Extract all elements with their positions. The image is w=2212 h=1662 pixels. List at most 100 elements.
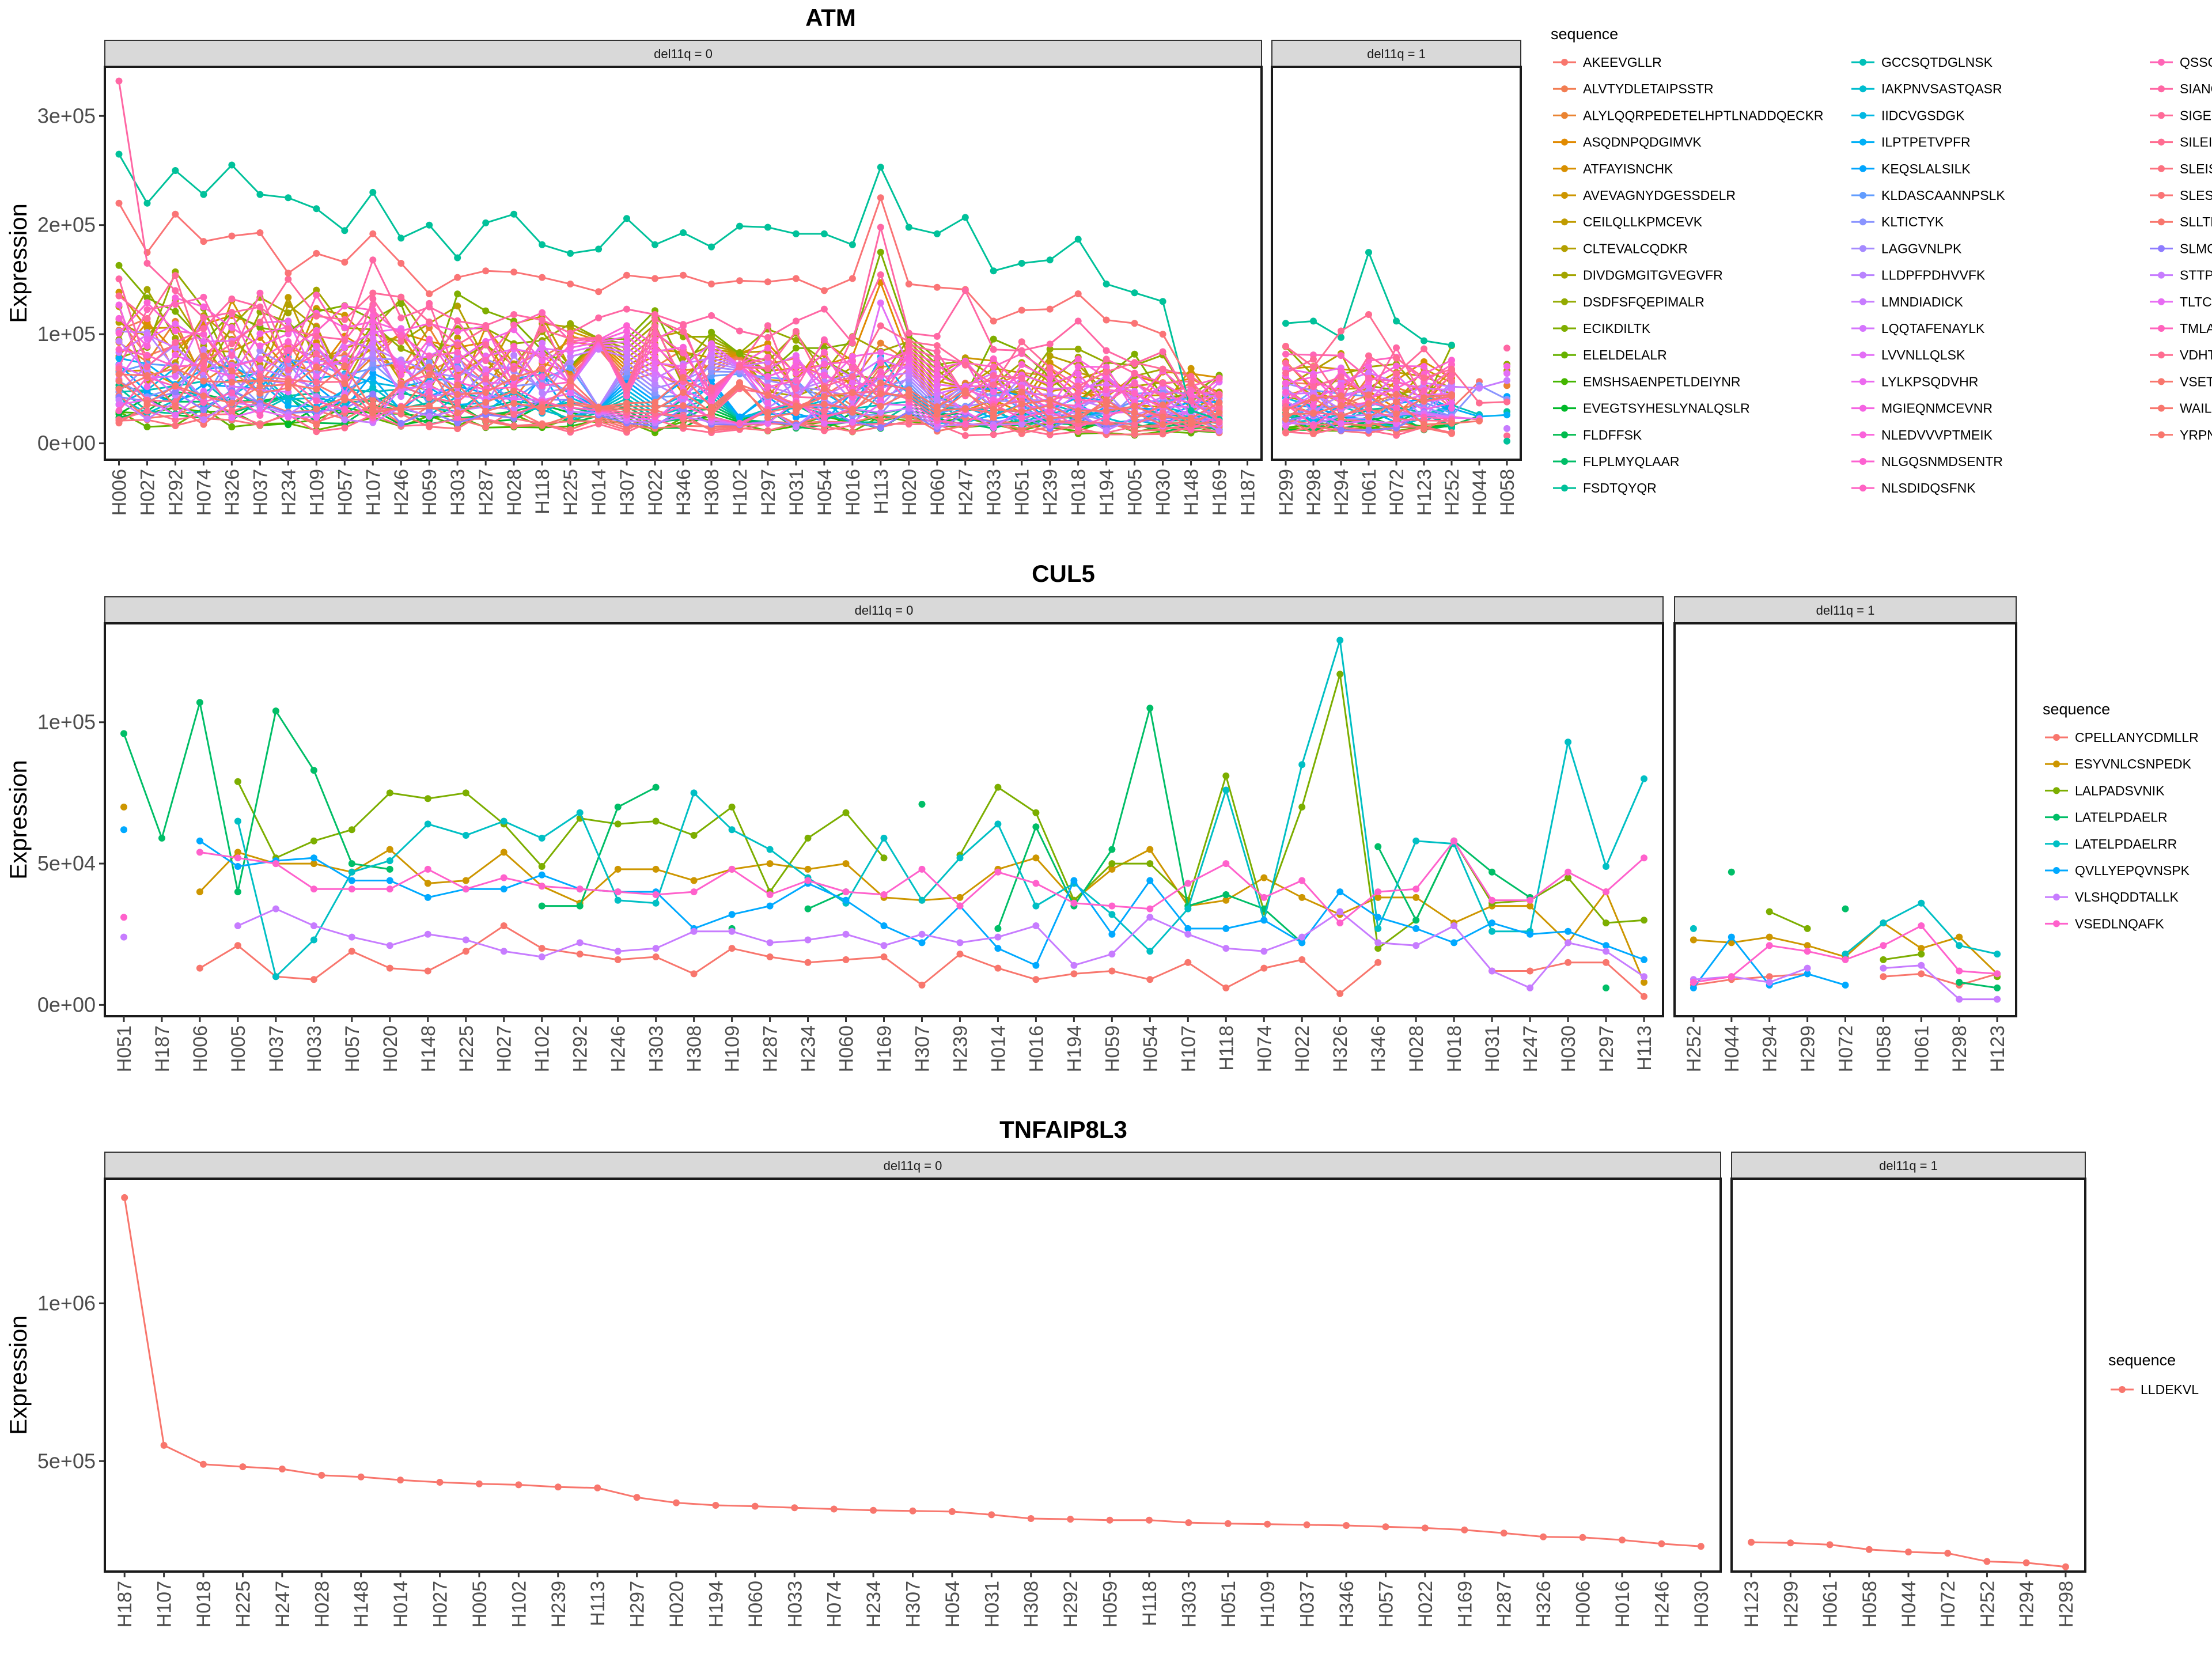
legend-key-point [1561,271,1568,279]
data-point [1222,925,1230,932]
data-point [1046,380,1054,388]
data-point [1074,370,1082,377]
data-point [256,355,264,363]
legend-item: ASQDNPQDGIMVK [1553,135,1702,150]
x-tick-label: H016 [842,469,864,516]
data-point [1421,426,1427,433]
data-point [386,846,393,853]
data-point [877,359,884,366]
data-point [792,363,800,370]
x-tick-label: H058 [1873,1025,1895,1072]
data-point [539,241,546,248]
series-lldekvl [121,1194,1705,1550]
data-point [1018,338,1025,346]
x-tick-label: H054 [1139,1025,1161,1072]
series-sigepdslygcgggk [115,272,1223,399]
data-point [1421,1524,1429,1532]
data-point [1106,1516,1113,1524]
data-point [1282,343,1289,350]
data-point [454,254,461,262]
data-point [310,922,317,929]
data-point [1393,405,1400,412]
x-tick-label: H054 [814,469,836,516]
legend-label: LVVNLLQLSK [1881,347,1965,362]
data-point [1070,961,1078,969]
legend-key-point [2158,85,2165,93]
data-point [256,342,264,350]
data-point [1187,373,1195,380]
data-point [680,229,687,236]
x-tick-label: H109 [306,469,328,516]
data-point [341,227,349,234]
legend-label: KLDASCAANNPSLK [1881,188,2005,203]
legend-label: LALPADSVNIK [2075,783,2165,798]
data-point [397,419,405,427]
x-tick-label: H022 [1415,1581,1437,1627]
data-point [1804,970,1811,978]
legend-item: SLEISQSYTTTQR [2150,161,2212,176]
legend-label: FSDTQYQR [1583,480,1657,495]
data-point [1421,397,1427,405]
data-point [348,877,355,884]
data-point [1310,377,1317,385]
data-point [842,896,850,904]
data-point [1565,739,1572,746]
data-point [990,346,997,353]
data-point [397,1477,404,1484]
legend-item: TLTCAFLDSGGTK [2150,294,2212,309]
data-point [239,1463,247,1471]
legend-label: AVEVAGNYDGESSDELR [1583,188,1736,203]
data-point [1046,375,1054,383]
data-point [313,205,320,213]
data-point [1222,945,1230,952]
legend-title: sequence [2108,1351,2176,1369]
data-point [680,363,687,370]
legend-key-point [1561,192,1568,199]
data-point [143,335,151,343]
data-point [1365,413,1372,421]
legend-label: FLPLMYQLAAR [1583,454,1679,469]
x-tick-label: H326 [221,469,243,516]
x-tick-label: H072 [1937,1581,1959,1627]
data-point [736,277,743,285]
data-point [1184,959,1192,966]
series-latelpdaelrr [234,637,1647,980]
series-line [118,153,1219,421]
data-point [341,357,349,364]
data-point [1032,809,1040,816]
data-point [1146,905,1154,913]
data-point [652,891,660,898]
data-point [1728,933,1735,941]
data-point [1641,979,1647,986]
x-tick-label: H113 [1634,1025,1656,1071]
data-point [1842,982,1849,989]
x-tick-label: H148 [418,1025,440,1072]
data-point [708,281,715,287]
data-point [1603,863,1609,870]
data-point [1603,919,1609,927]
data-point [877,403,884,410]
data-point [1787,1539,1794,1547]
x-tick-label: H051 [1012,469,1033,516]
data-point [234,922,241,929]
y-tick-label: 1e+05 [37,322,96,346]
data-point [538,871,546,879]
data-point [990,431,997,438]
x-tick-label: H059 [1101,1025,1123,1072]
data-point [348,933,355,941]
data-point [842,860,850,868]
data-point [115,262,123,269]
series-sianqiqedwk [115,77,1223,425]
data-point [918,865,926,873]
data-point [313,291,320,299]
data-point [272,905,279,913]
data-point [200,346,207,353]
x-tick-label: H148 [1181,469,1203,516]
data-point [1994,970,2001,978]
data-point [1018,306,1025,314]
data-point [426,394,433,402]
data-point [341,406,349,413]
data-point [475,1480,483,1487]
data-point [1412,837,1420,845]
x-tick-label: H060 [836,1025,858,1072]
